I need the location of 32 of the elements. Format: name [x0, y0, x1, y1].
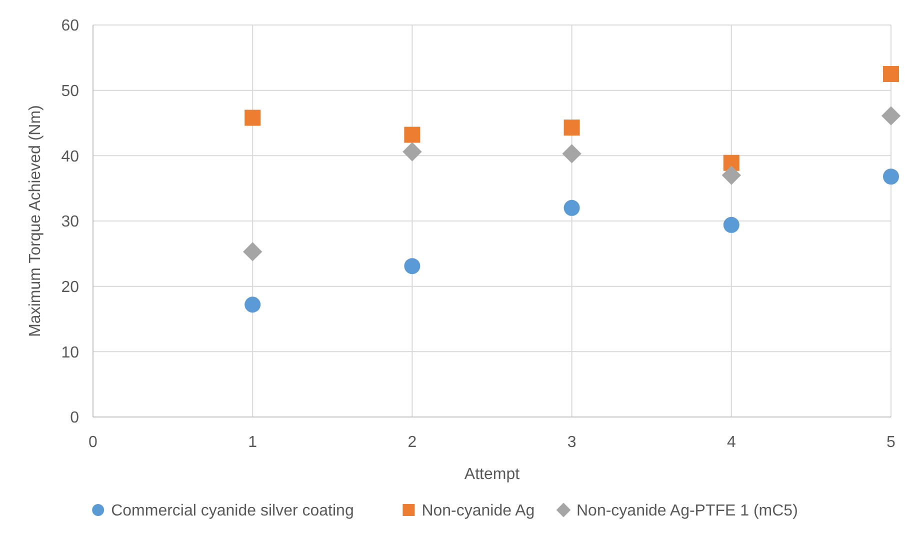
x-tick-label: 2 [408, 434, 417, 451]
legend-label: Non-cyanide Ag-PTFE 1 (mC5) [576, 502, 798, 520]
y-tick-label: 20 [61, 278, 80, 296]
point [564, 200, 580, 216]
point [244, 296, 261, 313]
x-tick-label: 0 [88, 434, 98, 451]
y-tick-label: 50 [61, 82, 80, 100]
point [564, 120, 580, 136]
legend-label: Non-cyanide Ag [422, 502, 535, 520]
y-tick-label: 10 [61, 344, 80, 362]
point [883, 66, 899, 82]
x-tick-label: 4 [726, 434, 736, 451]
y-tick-label: 60 [61, 18, 80, 35]
point [723, 216, 740, 233]
legend-label: Commercial cyanide silver coating [111, 502, 354, 520]
y-tick-label: 0 [70, 410, 80, 427]
y-tick-label: 30 [61, 214, 80, 231]
point [244, 110, 261, 126]
point [402, 142, 422, 162]
point [722, 166, 741, 185]
y-tick-label: 40 [61, 148, 80, 166]
x-tick-label: 3 [567, 434, 576, 451]
point [881, 106, 901, 126]
point [243, 242, 262, 262]
point [404, 258, 420, 274]
point [562, 144, 582, 164]
x-axis-title: Attempt [464, 466, 520, 483]
point [404, 126, 420, 143]
x-tick-label: 5 [886, 434, 896, 451]
x-tick-label: 1 [248, 434, 258, 451]
y-axis-title: Maximum Torque Achieved (Nm) [27, 105, 44, 337]
point [883, 168, 899, 185]
